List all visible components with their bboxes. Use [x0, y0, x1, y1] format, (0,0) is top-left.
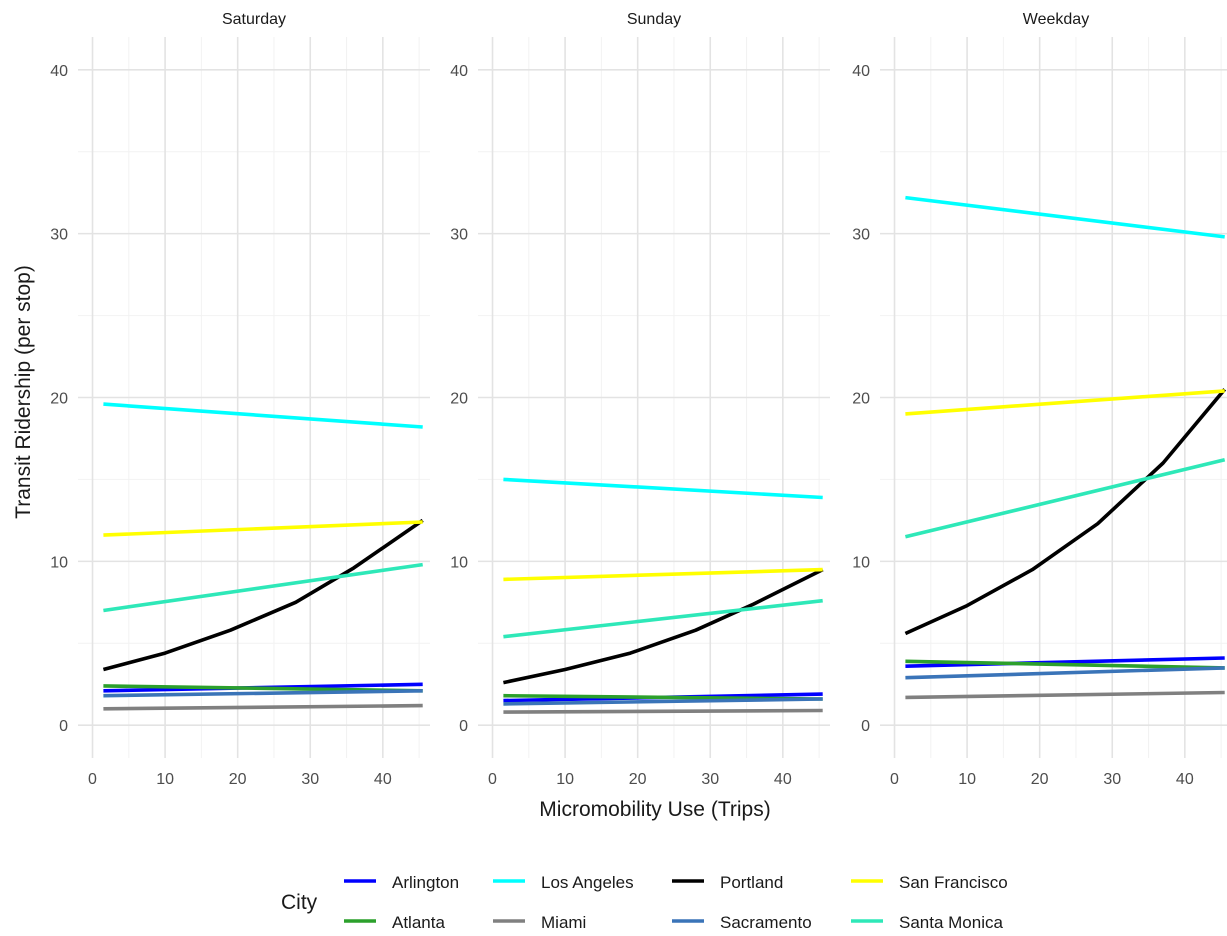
x-tick-label: 40 [774, 771, 792, 788]
x-tick-label: 20 [229, 771, 247, 788]
legend-label: Los Angeles [541, 873, 634, 892]
x-tick-label: 20 [629, 771, 647, 788]
legend-item-miami: Miami [493, 913, 586, 932]
legend: City Arlington Atlanta Los Angeles Miami Por… [281, 873, 1008, 932]
series-line-san-francisco [103, 520, 423, 537]
legend-label: Sacramento [720, 913, 812, 932]
x-tick-label: 0 [890, 771, 899, 788]
series-line-sacramento [503, 697, 823, 706]
x-tick-label: 10 [556, 771, 574, 788]
panel-title: Weekday [1023, 11, 1089, 28]
x-tick-label: 30 [701, 771, 719, 788]
x-tick-label: 40 [374, 771, 392, 788]
x-tick-label: 40 [1176, 771, 1194, 788]
x-tick-label: 10 [156, 771, 174, 788]
series-line-san-francisco [905, 389, 1225, 416]
series-line-santa-monica [503, 598, 823, 639]
legend-label: Arlington [392, 873, 459, 892]
legend-label: San Francisco [899, 873, 1008, 892]
legend-item-san-francisco: San Francisco [851, 873, 1008, 892]
legend-label: Portland [720, 873, 783, 892]
series-line-santa-monica [103, 562, 423, 613]
legend-item-los-angeles: Los Angeles [493, 873, 634, 892]
series-line-los-angeles [503, 477, 823, 500]
y-tick-label: 40 [852, 63, 870, 80]
y-tick-label: 30 [450, 227, 468, 244]
y-tick-label: 10 [852, 554, 870, 571]
y-tick-label: 20 [852, 391, 870, 408]
panel-title: Saturday [222, 11, 286, 28]
y-tick-label: 40 [450, 63, 468, 80]
legend-label: Atlanta [392, 913, 445, 932]
series-line-portland [503, 567, 824, 685]
legend-label: Santa Monica [899, 913, 1003, 932]
y-tick-label: 40 [50, 63, 68, 80]
panels-layer: Saturday 0 10 20 30 40 0 10 20 30 40 Sunday 0 10 20 30 4… [50, 11, 1227, 788]
legend-item-arlington: Arlington [344, 873, 459, 892]
panel-saturday: Saturday 0 10 20 30 40 0 10 20 30 40 [50, 11, 430, 788]
x-tick-label: 30 [301, 771, 319, 788]
panel-sunday: Sunday 0 10 20 30 40 0 10 20 30 40 [450, 11, 830, 788]
legend-item-sacramento: Sacramento [672, 913, 812, 932]
series-line-portland [904, 388, 1227, 636]
y-tick-label: 20 [50, 391, 68, 408]
legend-item-portland: Portland [672, 873, 783, 892]
y-tick-label: 10 [450, 554, 468, 571]
series-line-portland [102, 518, 424, 672]
series-line-miami [103, 703, 423, 711]
legend-item-santa-monica: Santa Monica [851, 913, 1003, 932]
y-tick-label: 30 [852, 227, 870, 244]
panel-title: Sunday [627, 11, 681, 28]
series-line-san-francisco [503, 567, 823, 582]
y-tick-label: 20 [450, 391, 468, 408]
series-line-santa-monica [904, 458, 1226, 539]
legend-title: City [281, 891, 318, 914]
y-axis-title: Transit Ridership (per stop) [12, 265, 35, 519]
series-line-los-angeles [905, 195, 1225, 239]
series-line-sacramento [905, 666, 1225, 680]
series-line-atlanta [905, 659, 1225, 670]
y-tick-label: 0 [459, 718, 468, 735]
x-axis-title: Micromobility Use (Trips) [539, 798, 770, 821]
legend-label: Miami [541, 913, 586, 932]
series-line-sacramento [103, 689, 423, 698]
x-tick-label: 20 [1031, 771, 1049, 788]
x-tick-label: 0 [88, 771, 97, 788]
series-line-miami [905, 690, 1225, 700]
series-line-arlington [905, 656, 1225, 668]
series-line-miami [503, 708, 823, 714]
series-line-los-angeles [103, 402, 423, 429]
y-tick-label: 30 [50, 227, 68, 244]
x-tick-label: 10 [958, 771, 976, 788]
y-tick-label: 10 [50, 554, 68, 571]
x-tick-label: 0 [488, 771, 497, 788]
legend-item-atlanta: Atlanta [344, 913, 445, 932]
panel-weekday: Weekday 0 10 20 30 40 0 10 20 30 40 [852, 11, 1227, 788]
x-tick-label: 30 [1103, 771, 1121, 788]
y-tick-label: 0 [59, 718, 68, 735]
y-tick-label: 0 [861, 718, 870, 735]
